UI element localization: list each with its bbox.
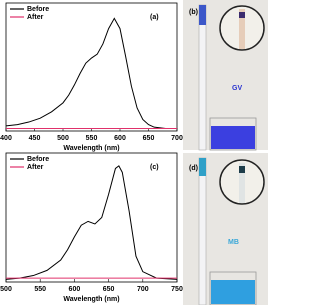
x-tick-label: 600 [114, 135, 126, 142]
photo-d: (d) MB [183, 153, 268, 305]
plot-frame [5, 2, 178, 132]
x-tick-label: 700 [137, 286, 149, 293]
legend-label: Before [27, 156, 49, 163]
panel-label: (d) [189, 165, 198, 172]
x-tick-label: 750 [171, 286, 183, 293]
x-tick-label: 650 [103, 286, 115, 293]
x-tick-label: 700 [171, 135, 183, 142]
series-line [5, 165, 178, 280]
plot-frame [5, 152, 178, 283]
legend-label: After [27, 164, 44, 171]
panel-label: (a) [150, 14, 159, 21]
photo-b: (b) GV [183, 0, 268, 151]
legend-label: Before [27, 6, 49, 13]
x-tick-label: 550 [86, 135, 98, 142]
x-tick-label: 600 [69, 286, 81, 293]
photo-caption: MB [228, 239, 239, 246]
x-tick-label: 550 [34, 286, 46, 293]
figure: (b) GV (d) MB 400 450 500 550 600 650 700 Wavel… [0, 0, 268, 305]
photo-caption: GV [232, 85, 242, 92]
legend-label: After [27, 14, 44, 21]
x-tick-label: 500 [0, 286, 12, 293]
x-axis-label: Wavelength (nm) [63, 145, 119, 152]
x-tick-label: 400 [0, 135, 12, 142]
x-tick-label: 500 [57, 135, 69, 142]
panel-label: (b) [189, 9, 198, 16]
x-axis-label: Wavelength (nm) [63, 296, 119, 303]
x-tick-label: 450 [29, 135, 41, 142]
x-tick-label: 650 [143, 135, 155, 142]
panel-label: (c) [150, 164, 159, 171]
series-line [5, 17, 177, 129]
